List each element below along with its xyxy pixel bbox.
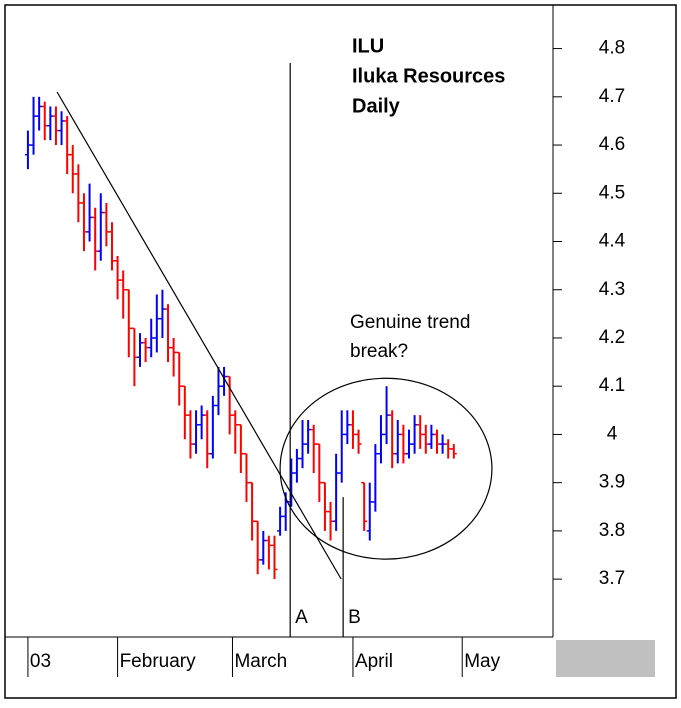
x-tick-label: May — [464, 651, 500, 672]
marker-label: A — [295, 607, 308, 628]
y-tick-label: 3.7 — [599, 568, 625, 589]
annotation: break? — [350, 341, 408, 362]
y-tick-label: 4 — [607, 423, 618, 444]
corner-box — [556, 640, 655, 677]
title-line: Iluka Resources — [352, 65, 505, 87]
y-tick-label: 4.3 — [599, 279, 625, 300]
x-tick-label: March — [234, 651, 287, 672]
title-line: Daily — [352, 95, 401, 117]
y-tick-label: 3.8 — [599, 520, 625, 541]
marker-label: B — [348, 607, 361, 628]
highlight-ellipse — [279, 377, 493, 560]
x-tick-label: 03 — [30, 651, 51, 672]
y-tick-label: 3.9 — [599, 472, 625, 493]
y-tick-label: 4.8 — [599, 38, 625, 59]
y-tick-label: 4.7 — [599, 86, 625, 107]
y-tick-label: 4.2 — [599, 327, 625, 348]
x-tick-label: April — [355, 651, 393, 672]
x-tick-label: February — [120, 651, 197, 672]
y-tick-label: 4.1 — [599, 375, 625, 396]
trendline — [56, 91, 342, 580]
y-tick-label: 4.4 — [599, 231, 626, 252]
annotation: Genuine trend — [350, 312, 470, 333]
frame — [4, 4, 677, 699]
y-tick-label: 4.5 — [599, 182, 625, 203]
title-line: ILU — [352, 35, 384, 57]
y-tick-label: 4.6 — [599, 134, 625, 155]
